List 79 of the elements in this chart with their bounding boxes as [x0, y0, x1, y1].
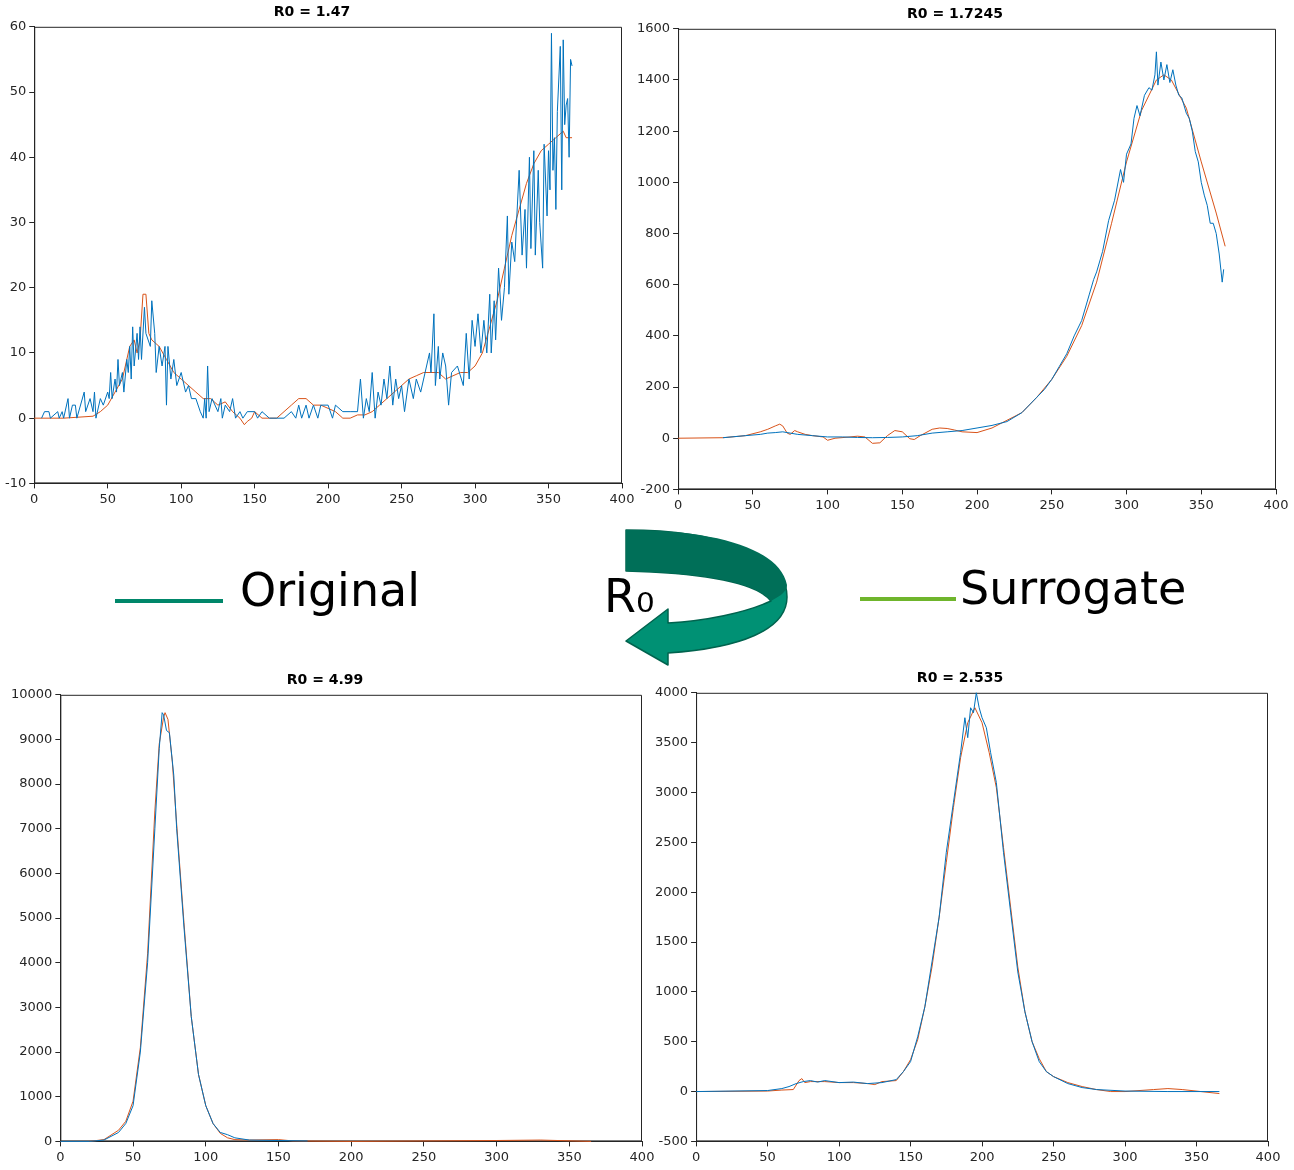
text: Surrogate: [960, 561, 1187, 615]
x-tick-label: 250: [389, 490, 414, 506]
y-tick-label: 60: [9, 18, 27, 34]
chart-title: R0 = 1.47: [273, 3, 351, 20]
y-tick-label: 2000: [19, 1043, 53, 1059]
y-tick-label: 10000: [11, 686, 53, 702]
y-tick-label: 50: [9, 83, 27, 99]
y-tick-label: 600: [645, 276, 671, 292]
x-tick-label: 50: [759, 1148, 776, 1164]
y-tick-label: 4000: [19, 954, 53, 970]
y-tick-label: 9000: [19, 730, 53, 746]
x-tick-label: 400: [1263, 496, 1289, 512]
y-tick-label: 2000: [654, 883, 689, 899]
y-tick-label: 40: [9, 148, 27, 164]
x-tick-label: 0: [56, 1148, 65, 1164]
y-tick-label: 2500: [654, 833, 689, 849]
y-tick-label: 4000: [654, 684, 689, 700]
y-tick-label: 0: [679, 1082, 689, 1098]
x-tick-label: 300: [484, 1148, 509, 1164]
y-tick-label: 3500: [654, 734, 689, 750]
y-tick-label: 800: [645, 224, 671, 240]
y-tick-label: 0: [661, 429, 671, 445]
y-tick-label: 1500: [654, 933, 689, 949]
x-tick-label: 250: [411, 1148, 437, 1164]
x-tick-label: 100: [815, 496, 840, 512]
text: R₀: [604, 569, 655, 623]
y-tick-label: 10: [9, 344, 27, 360]
x-tick-label: 150: [266, 1148, 291, 1164]
y-tick-label: 0: [17, 409, 27, 425]
x-tick-label: 150: [898, 1148, 923, 1164]
x-tick-label: 350: [1188, 496, 1214, 512]
y-tick-label: 30: [9, 213, 27, 229]
x-tick-label: 300: [1112, 1148, 1138, 1164]
y-tick-label: 20: [9, 279, 27, 295]
x-tick-label: 200: [338, 1148, 364, 1164]
x-tick-label: 50: [99, 490, 116, 506]
x-tick-label: 0: [691, 1148, 701, 1164]
y-tick-label: -200: [640, 480, 671, 496]
x-tick-label: 350: [556, 1148, 582, 1164]
x-tick-label: 100: [826, 1148, 852, 1164]
chart-title: R0 = 4.99: [286, 671, 364, 688]
x-tick-label: 350: [536, 490, 561, 506]
x-tick-label: 250: [1039, 496, 1065, 512]
y-tick-label: 1200: [636, 122, 671, 138]
y-tick-label: 400: [645, 327, 671, 343]
x-tick-label: 250: [1041, 1148, 1066, 1164]
x-tick-label: 100: [168, 490, 194, 506]
y-tick-label: 7000: [19, 820, 53, 836]
y-tick-label: 5000: [19, 909, 53, 925]
x-tick-label: 100: [193, 1148, 219, 1164]
x-tick-label: 200: [964, 496, 990, 512]
x-tick-label: 350: [1184, 1148, 1209, 1164]
x-tick-label: 300: [1114, 496, 1139, 512]
y-tick-label: 6000: [19, 864, 53, 880]
x-tick-label: 50: [744, 496, 762, 512]
x-tick-label: 200: [969, 1148, 995, 1164]
x-tick-label: 300: [462, 490, 488, 506]
x-tick-label: 200: [315, 490, 341, 506]
y-tick-label: 8000: [19, 775, 53, 791]
x-tick-label: 150: [242, 490, 268, 506]
y-tick-label: 0: [44, 1132, 53, 1148]
x-tick-label: 50: [124, 1148, 142, 1164]
y-tick-label: 1000: [636, 173, 671, 189]
y-tick-label: 200: [645, 378, 671, 394]
y-tick-label: 1000: [654, 983, 689, 999]
y-tick-label: 1600: [636, 20, 671, 36]
x-tick-label: 150: [889, 496, 915, 512]
y-tick-label: 1400: [636, 71, 671, 87]
x-tick-label: 400: [1255, 1148, 1281, 1164]
x-tick-label: 400: [609, 490, 635, 506]
y-tick-label: 500: [663, 1033, 689, 1049]
chart-title: R0 = 2.535: [916, 669, 1004, 686]
y-tick-label: 1000: [19, 1088, 53, 1104]
y-tick-label: 3000: [19, 998, 53, 1014]
y-tick-label: 3000: [654, 783, 689, 799]
y-tick-label: -500: [658, 1132, 689, 1148]
chart-title: R0 = 1.7245: [906, 5, 1004, 22]
y-tick-label: -10: [5, 474, 27, 490]
text: Original: [240, 563, 421, 617]
